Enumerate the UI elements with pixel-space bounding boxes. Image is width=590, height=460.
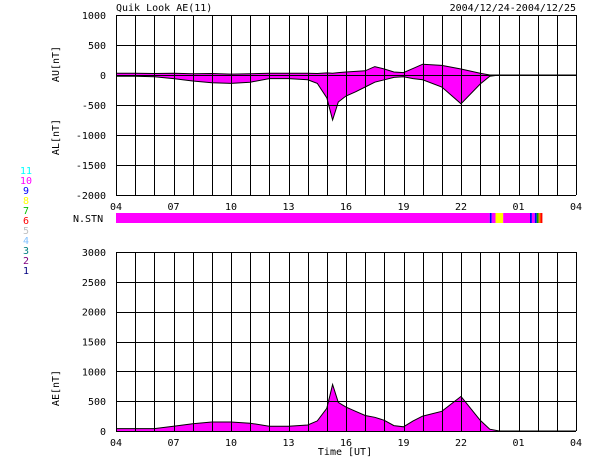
legend-station-5: 5 [23,226,29,237]
x-tick-label: 04 [110,202,122,213]
date-range: 2004/12/24-2004/12/25 [450,3,576,14]
y-tick-label: 1000 [82,367,106,378]
x-tick-label: 19 [397,202,409,213]
x-tick-label: 13 [282,438,294,449]
x-tick-label: 10 [225,202,237,213]
y-tick-label: 1000 [82,11,106,22]
station-segment [495,213,504,223]
y-tick-label: 3000 [82,248,106,259]
y-tick-label: -2000 [76,191,106,202]
x-tick-label: 19 [397,438,409,449]
y-tick-label: 0 [100,427,106,438]
y-tick-label: -1500 [76,161,106,172]
x-tick-label: 22 [455,438,467,449]
station-segment [503,213,530,223]
y-tick-label: 2500 [82,278,106,289]
x-tick-label: 04 [110,438,122,449]
station-segment [530,213,532,223]
station-segment [538,213,541,223]
al-axis-label: AL[nT] [51,119,62,155]
y-tick-label: 500 [88,397,106,408]
au-al-panel: 1000 500 0 -500 -1000 -1500 -2000 04 07 10 13 16 19… [51,11,582,213]
x-tick-label: 22 [455,202,467,213]
ae-axis-label: AE[nT] [51,370,62,406]
x-tick-label: 13 [282,202,294,213]
au-axis-label: AU[nT] [51,46,62,82]
station-segment [489,213,492,223]
y-tick-label: 0 [100,71,106,82]
station-segment [536,213,539,223]
x-tick-label: 04 [570,438,582,449]
legend-station-9: 9 [23,186,29,197]
y-tick-label: 500 [88,41,106,52]
legend-station-2: 2 [23,256,29,267]
x-axis-label: Time [UT] [318,447,372,458]
legend-station-4: 4 [23,236,29,247]
x-tick-label: 07 [167,438,179,449]
station-segment [540,213,543,223]
x-tick-label: 10 [225,438,237,449]
chart-title: Quik Look AE(11) [116,3,212,14]
x-tick-label: 16 [340,438,352,449]
station-segment [534,213,537,223]
legend-station-1: 1 [23,266,29,277]
legend-station-10: 10 [20,176,32,187]
station-segment [531,213,535,223]
station-count-bar: N.STN [73,213,543,225]
legend-station-3: 3 [23,246,29,257]
x-tick-label: 01 [512,438,524,449]
x-tick-label: 07 [167,202,179,213]
station-segment [116,213,490,223]
ae-panel: 3000 2500 2000 1500 1000 500 0 04 07 10 13 16 19 22 0… [51,248,582,458]
legend-station-11: 11 [20,166,32,177]
x-tick-label: 01 [512,202,524,213]
y-tick-label: -500 [82,101,106,112]
y-tick-label: -1000 [76,131,106,142]
legend-station-7: 7 [23,206,29,217]
station-axis-label: N.STN [73,214,103,225]
y-tick-label: 2000 [82,308,106,319]
y-tick-label: 1500 [82,338,106,349]
legend-station-8: 8 [23,196,29,207]
legend-station-6: 6 [23,216,29,227]
station-segment [491,213,496,223]
x-tick-label: 04 [570,202,582,213]
x-tick-label: 16 [340,202,352,213]
